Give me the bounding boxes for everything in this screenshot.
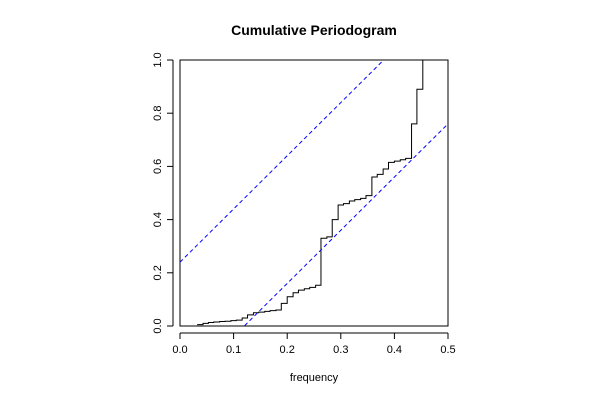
y-tick-label: 1.0 <box>152 52 164 67</box>
x-tick-label: 0.4 <box>387 344 402 356</box>
x-axis: 0.0 0.1 0.2 0.3 0.4 0.5 <box>172 332 456 356</box>
x-tick-label: 0.1 <box>226 344 241 356</box>
y-tick-label: 0.6 <box>152 159 164 174</box>
x-tick-label: 0.2 <box>280 344 295 356</box>
upper-confidence-band-line <box>180 60 385 263</box>
plot-area <box>180 60 448 326</box>
x-tick-label: 0.3 <box>333 344 348 356</box>
y-tick-label: 0.0 <box>152 318 164 333</box>
y-tick-label: 0.8 <box>152 106 164 121</box>
chart-title: Cumulative Periodogram <box>231 22 397 38</box>
cumulative-periodogram-line <box>197 60 440 326</box>
x-axis-label: frequency <box>290 372 339 384</box>
plot-frame <box>179 59 449 327</box>
y-tick-label: 0.4 <box>152 212 164 227</box>
lower-confidence-band-line <box>243 123 448 326</box>
y-tick-label: 0.2 <box>152 265 164 280</box>
y-axis: 0.0 0.2 0.4 0.6 0.8 1.0 <box>152 52 174 334</box>
x-tick-label: 0.5 <box>440 344 455 356</box>
x-tick-label: 0.0 <box>172 344 187 356</box>
